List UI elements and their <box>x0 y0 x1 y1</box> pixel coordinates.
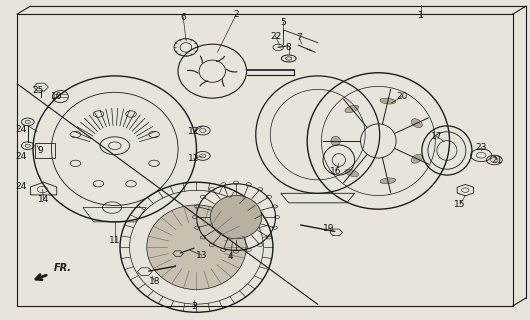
Ellipse shape <box>331 136 340 146</box>
Text: 13: 13 <box>196 251 207 260</box>
Text: 6: 6 <box>180 13 186 22</box>
Text: 24: 24 <box>16 182 27 191</box>
Ellipse shape <box>411 154 422 163</box>
Text: 4: 4 <box>228 252 234 261</box>
Text: 2: 2 <box>233 10 239 19</box>
Text: 22: 22 <box>270 32 281 41</box>
Ellipse shape <box>345 105 359 113</box>
Text: 16: 16 <box>330 167 342 176</box>
Text: 24: 24 <box>16 152 27 161</box>
Text: 7: 7 <box>296 33 302 42</box>
Text: 3: 3 <box>191 302 197 311</box>
Ellipse shape <box>345 169 359 177</box>
Text: 8: 8 <box>286 43 292 52</box>
Text: 5: 5 <box>280 18 286 27</box>
Text: 15: 15 <box>454 200 466 209</box>
Text: 25: 25 <box>33 86 44 95</box>
Text: 11: 11 <box>109 236 120 245</box>
Text: 10: 10 <box>51 92 63 101</box>
Text: 23: 23 <box>475 143 487 152</box>
Text: 20: 20 <box>396 92 408 101</box>
Text: 12: 12 <box>188 127 199 136</box>
Ellipse shape <box>411 119 422 128</box>
Ellipse shape <box>380 98 395 104</box>
Text: 17: 17 <box>430 132 442 141</box>
Text: FR.: FR. <box>54 263 72 273</box>
Text: 1: 1 <box>418 11 423 20</box>
Ellipse shape <box>210 196 262 239</box>
Text: 18: 18 <box>148 277 160 286</box>
Ellipse shape <box>380 178 395 184</box>
Bar <box>35 142 55 158</box>
Ellipse shape <box>147 205 246 290</box>
Text: 21: 21 <box>491 156 502 164</box>
Text: 12: 12 <box>188 154 199 163</box>
Text: 9: 9 <box>37 146 43 155</box>
Text: 24: 24 <box>16 125 27 134</box>
Text: 19: 19 <box>323 224 334 233</box>
Text: 14: 14 <box>38 195 49 204</box>
